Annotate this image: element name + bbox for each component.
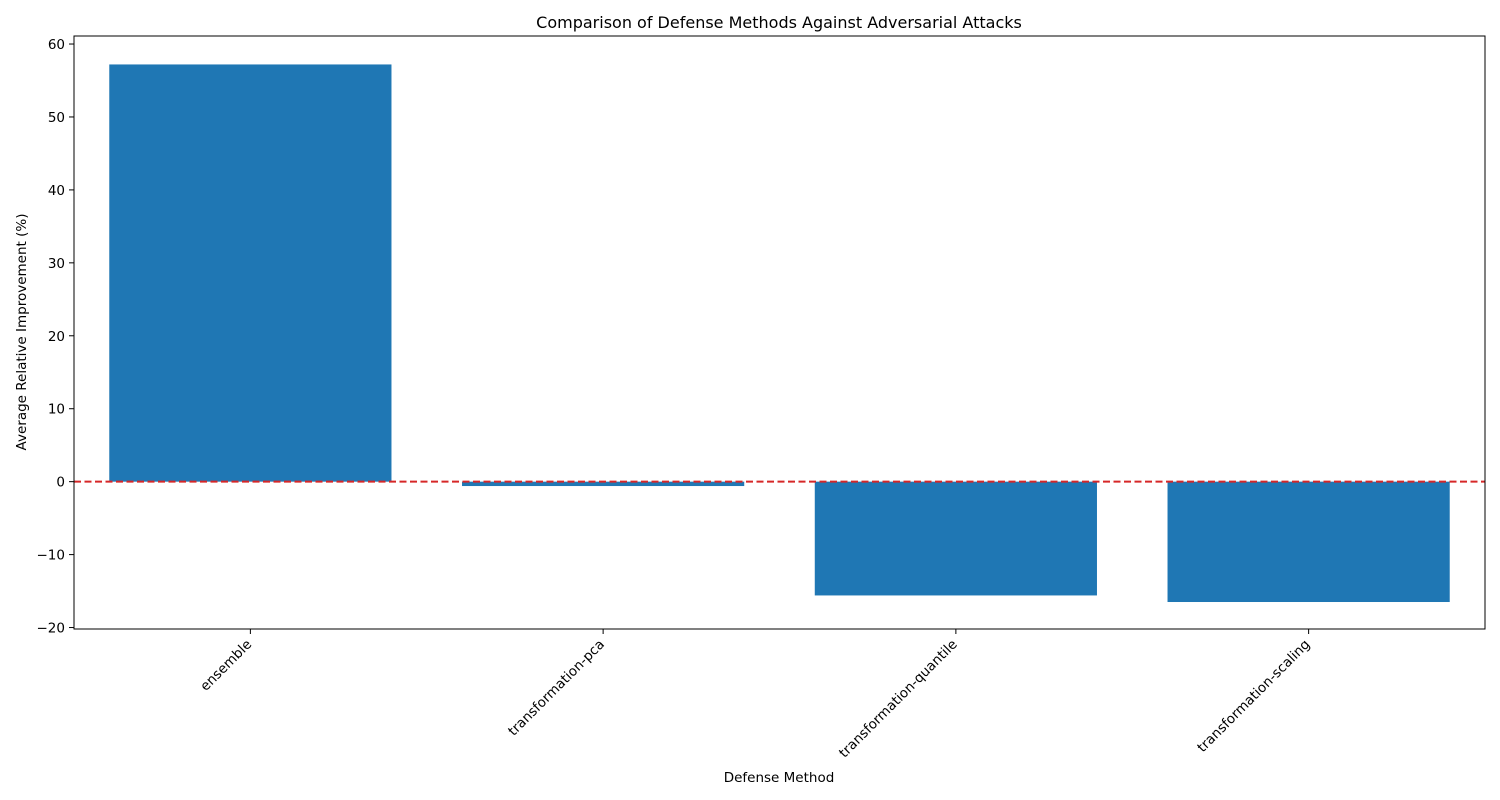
- y-tick-label: 20: [48, 329, 65, 345]
- y-tick-label: 10: [48, 402, 65, 418]
- bar-ensemble: [109, 64, 392, 482]
- bars-group: [109, 64, 1450, 603]
- y-tick-label: −20: [37, 621, 66, 637]
- axes-frame: [73, 35, 1486, 630]
- x-tick-label: transformation-quantile: [836, 637, 961, 762]
- bar-transformation-quantile: [814, 481, 1097, 596]
- x-axis-ticks: ensemble transformation-pca transformation…: [197, 629, 1313, 761]
- y-axis-ticks: −20 −10 0 10 20 30 40 50 60: [37, 37, 74, 637]
- y-tick-label: 40: [48, 183, 65, 199]
- bar-transformation-scaling: [1167, 481, 1450, 603]
- x-axis-label: Defense Method: [724, 770, 835, 786]
- y-tick-label: 30: [48, 256, 65, 272]
- bar-transformation-pca: [462, 481, 745, 487]
- y-axis-label: Average Relative Improvement (%): [14, 214, 30, 451]
- y-tick-label: 0: [56, 475, 65, 491]
- chart-title: Comparison of Defense Methods Against Ad…: [536, 13, 1022, 32]
- x-tick-label: ensemble: [197, 637, 255, 695]
- y-tick-label: −10: [37, 548, 66, 564]
- y-tick-label: 50: [48, 110, 65, 126]
- x-tick-label: transformation-scaling: [1194, 637, 1313, 756]
- y-tick-label: 60: [48, 37, 65, 53]
- x-tick-label: transformation-pca: [505, 637, 608, 740]
